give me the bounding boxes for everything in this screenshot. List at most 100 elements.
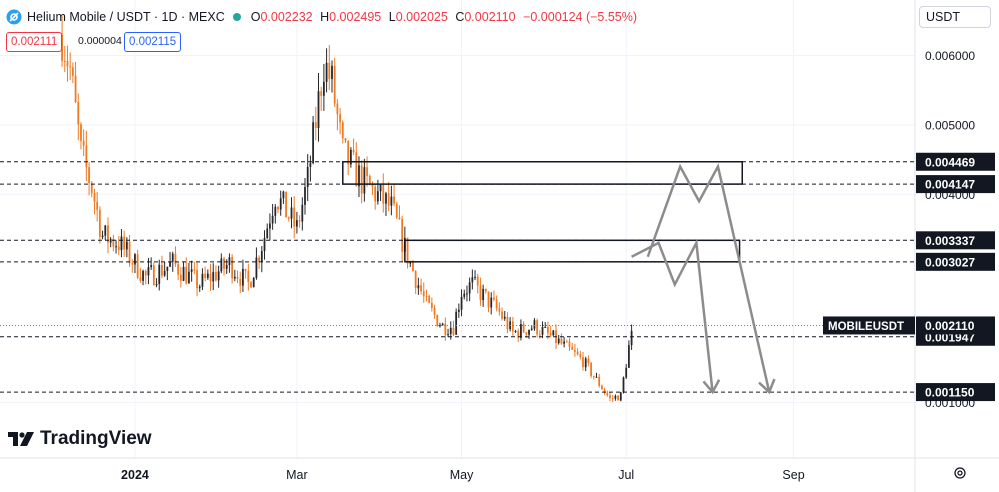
candle-body (579, 354, 582, 358)
candle-body (409, 262, 412, 264)
price-line-label: 0.004469 (925, 155, 975, 169)
candle-body (301, 204, 304, 222)
candle-body (441, 323, 444, 326)
candle-body (182, 266, 185, 281)
candle-body (520, 324, 522, 338)
candle-body (587, 358, 590, 364)
last-price-bg (916, 316, 995, 335)
candle-body (74, 75, 77, 103)
candle-body (363, 167, 366, 194)
candle-body (401, 219, 404, 252)
candle-body (565, 341, 568, 343)
candle-body (493, 297, 495, 300)
candle-body (487, 291, 490, 308)
time-tick-label: Sep (782, 468, 804, 482)
candle-body (484, 288, 487, 292)
market-status-icon (232, 13, 241, 21)
candle-body (525, 332, 528, 335)
price-tick-label: 0.005000 (925, 118, 975, 132)
settings-gear-icon[interactable] (953, 466, 967, 480)
candle-body (266, 228, 269, 239)
candle-body (560, 338, 563, 344)
candle-body (538, 334, 541, 336)
price-label-bg (916, 175, 995, 194)
candle-body (320, 91, 323, 96)
sell-price-box[interactable]: 0.002111 (6, 32, 63, 52)
candle-body (252, 277, 255, 288)
candle-body (150, 265, 153, 268)
candle-body (233, 276, 236, 279)
candle-body (147, 267, 150, 276)
candle-body (144, 270, 147, 276)
candle-body (536, 320, 539, 335)
projection-paths (631, 163, 776, 395)
candle-body (439, 325, 441, 327)
candle-body (422, 291, 425, 297)
candle-body (557, 338, 560, 344)
candle-body (209, 273, 212, 282)
candle-body (71, 67, 74, 76)
candle-body (476, 276, 479, 286)
candle-body (293, 207, 296, 227)
candle-body (479, 285, 482, 301)
candle-body (530, 328, 533, 331)
candle-body (290, 207, 293, 219)
candle-body (463, 293, 466, 297)
candle-body (468, 282, 471, 294)
candle-body (522, 324, 525, 333)
candle-body (177, 264, 180, 275)
candle-body (123, 236, 126, 250)
candle-body (503, 316, 506, 319)
candle-body (82, 140, 85, 146)
candle-body (360, 165, 363, 194)
candle-body (258, 257, 261, 262)
candle-body (66, 61, 69, 67)
candle-body (490, 297, 493, 308)
candle-body (590, 363, 593, 376)
candle-body (158, 264, 161, 284)
candle-body (430, 302, 433, 308)
candle-body (576, 351, 579, 355)
candle-body (339, 114, 341, 123)
candle-body (128, 241, 131, 264)
candle-body (449, 327, 452, 335)
candle-body (447, 334, 449, 336)
candle-body (420, 285, 422, 292)
candle-body (552, 330, 555, 336)
candle-body (344, 138, 347, 141)
candle-body (457, 309, 460, 312)
candle-body (104, 225, 107, 236)
candle-body (606, 392, 609, 396)
candle-body (134, 254, 136, 265)
candle-body (239, 278, 242, 286)
candle-body (501, 311, 503, 319)
candle-body (574, 349, 576, 352)
candle-body (625, 367, 628, 378)
price-label-bg (916, 383, 995, 402)
candle-body (193, 269, 196, 271)
candle-body (474, 276, 476, 278)
candle-body (514, 331, 517, 333)
legend-header: Helium Mobile / USDT · 1D · MEXC O0.0022… (6, 8, 641, 26)
candle-body (225, 265, 228, 269)
candle-body (298, 220, 301, 222)
candle-body (544, 326, 547, 328)
candle-body (306, 166, 309, 188)
candle-body (117, 246, 120, 251)
candle-body (385, 193, 387, 204)
candle-body (260, 251, 263, 262)
candle-body (617, 395, 619, 401)
currency-selector[interactable]: USDT (919, 6, 991, 28)
candle-body (325, 62, 328, 82)
change-value: −0.000124 (−5.55%) (523, 10, 638, 24)
candle-body (627, 345, 630, 368)
candle-body (285, 191, 288, 218)
buy-price-box[interactable]: 0.002115 (124, 32, 182, 52)
tradingview-logo[interactable]: TradingView (8, 428, 152, 450)
symbol-title[interactable]: Helium Mobile / USDT · 1D · MEXC (27, 10, 225, 24)
candle-body (304, 187, 306, 205)
candle-body (563, 341, 566, 344)
candle-body (196, 269, 198, 289)
candle-body (584, 358, 587, 368)
